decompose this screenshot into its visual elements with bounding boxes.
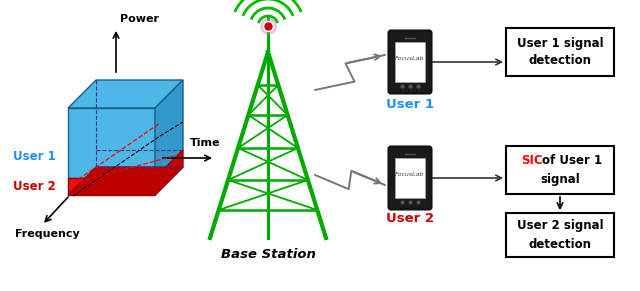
Text: of User 1: of User 1 bbox=[542, 155, 602, 168]
Text: detection: detection bbox=[529, 54, 591, 68]
Bar bbox=[506, 213, 614, 257]
Polygon shape bbox=[68, 108, 155, 178]
Text: User 1: User 1 bbox=[386, 98, 434, 111]
Text: Frequency: Frequency bbox=[15, 229, 80, 239]
Text: detection: detection bbox=[529, 237, 591, 251]
FancyBboxPatch shape bbox=[388, 146, 431, 210]
Text: signal: signal bbox=[540, 173, 580, 185]
Text: FocusLab: FocusLab bbox=[396, 171, 425, 177]
Bar bbox=[395, 158, 425, 198]
Bar bbox=[506, 28, 614, 76]
FancyBboxPatch shape bbox=[388, 31, 431, 93]
Text: User 2: User 2 bbox=[386, 212, 434, 225]
Text: FocusLab: FocusLab bbox=[396, 56, 425, 61]
Text: Base Station: Base Station bbox=[221, 248, 316, 261]
Text: Power: Power bbox=[120, 14, 159, 24]
Text: User 2: User 2 bbox=[13, 180, 56, 193]
Polygon shape bbox=[155, 80, 183, 178]
Polygon shape bbox=[68, 167, 183, 195]
Text: SIC: SIC bbox=[521, 155, 543, 168]
Polygon shape bbox=[155, 150, 183, 195]
Polygon shape bbox=[68, 80, 183, 108]
Bar bbox=[506, 146, 614, 194]
Text: User 2 signal: User 2 signal bbox=[516, 219, 604, 233]
Text: Time: Time bbox=[190, 138, 221, 148]
Text: User 1: User 1 bbox=[13, 150, 56, 163]
Text: User 1 signal: User 1 signal bbox=[516, 36, 604, 49]
Bar bbox=[395, 42, 425, 82]
Polygon shape bbox=[68, 178, 155, 195]
